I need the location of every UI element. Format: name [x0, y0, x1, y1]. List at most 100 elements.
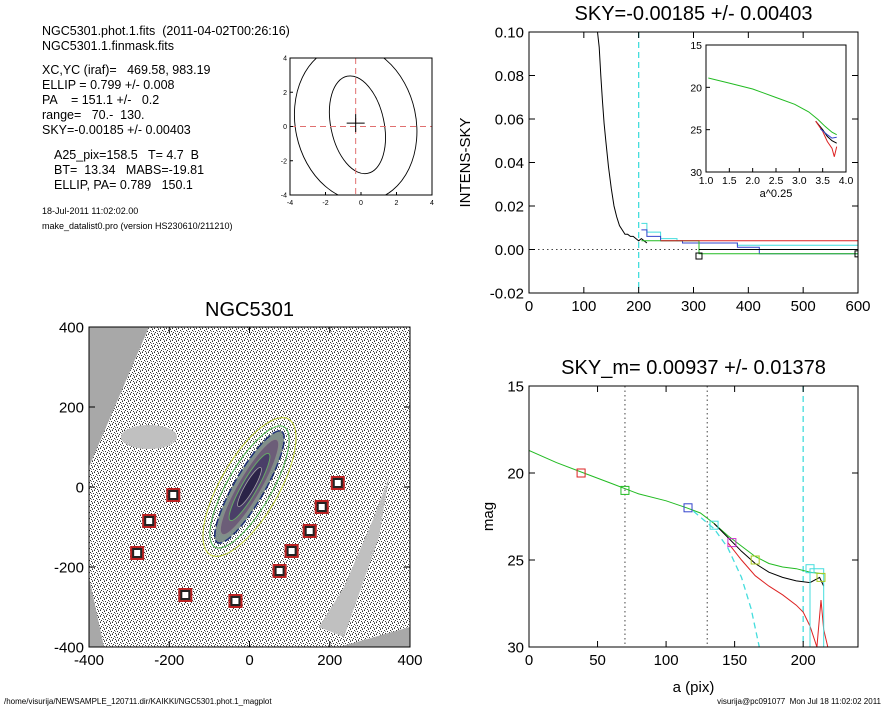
param-xcyc: XC,YC (iraf)= 469.58, 983.19: [42, 63, 211, 77]
derived-a25: A25_pix=158.5 T= 4.7 B: [54, 148, 200, 162]
param-ellip: ELLIP = 0.799 +/- 0.008: [42, 78, 175, 92]
intens-xtick-label: 500: [791, 298, 816, 315]
intens-series-black: [597, 32, 648, 244]
intens-xtick-label: 300: [681, 298, 706, 315]
sky-box-inner: [232, 598, 239, 604]
param-pa: PA = 151.1 +/- 0.2: [42, 93, 160, 107]
sky-box-inner: [134, 550, 141, 556]
image-mask-streak: [319, 477, 389, 637]
image-xtick-label: 200: [317, 652, 342, 669]
program-line: make_datalist0.pro (version HS230610/211…: [42, 221, 233, 231]
intens-ylabel: INTENS-SKY: [457, 117, 474, 207]
mag-series-cyan-dashed: [693, 510, 760, 647]
galaxy-nucleus: [237, 467, 262, 507]
image-ytick-label: 400: [59, 319, 84, 336]
footer-user: visurija@pc091077 Mon Jul 18 11:02:02 20…: [717, 697, 881, 706]
intens-ytick-label: 0.00: [495, 242, 524, 259]
intens-xtick-label: 100: [571, 298, 596, 315]
inset-xtick-label: 1.0: [699, 175, 714, 187]
derived-bt: BT= 13.34 MABS=-19.81: [54, 163, 205, 177]
mag-series-cyan: [809, 568, 825, 647]
intens-series-cyan: [641, 222, 858, 246]
inset-bg: [706, 45, 846, 172]
mag-marker: [683, 503, 693, 513]
inset-xtick-label: 1.5: [722, 175, 737, 187]
intens-xtick-label: 600: [845, 298, 870, 315]
inset-ytick-label: 25: [690, 125, 702, 137]
mag-marker: [709, 520, 719, 530]
contour-plot-area: [290, 58, 432, 195]
mag-ytick-label: 20: [507, 465, 524, 482]
sky-box-inner: [318, 504, 325, 510]
image-ytick-label: 0: [76, 479, 84, 496]
mag-frame: [528, 385, 859, 648]
inset-series-green: [708, 77, 837, 136]
mag-ytick-label: 30: [507, 639, 524, 656]
galaxy-isophote-2: [209, 425, 290, 549]
intens-xtick-label: 200: [626, 298, 651, 315]
mag-xlabel: a (pix): [673, 679, 715, 696]
intens-xtick-label: 400: [736, 298, 761, 315]
intens-ytick-label: 0.04: [495, 155, 524, 172]
mag-series-black: [713, 523, 825, 587]
contour-line: [328, 75, 386, 175]
sky-box-inner: [276, 568, 283, 574]
mag-ytick-label: 25: [507, 552, 524, 569]
image-ytick-label: 200: [59, 399, 84, 416]
sky-box-inner: [334, 480, 341, 486]
inset-xlabel: a^0.25: [760, 188, 793, 200]
param-sky: SKY=-0.00185 +/- 0.00403: [42, 123, 191, 137]
contour-ytick-label: -4: [281, 193, 287, 200]
mag-xtick-label: 50: [589, 652, 606, 669]
sky-box-inner: [146, 518, 153, 524]
image-xtick-label: -200: [154, 652, 184, 669]
inset-series-black: [815, 120, 837, 144]
intens-series-blue: [641, 229, 858, 255]
sky-box-inner: [306, 528, 313, 534]
mag-marker: [727, 538, 737, 548]
file-line-2: NGC5301.1.finmask.fits: [42, 39, 174, 53]
image-title: NGC5301: [205, 299, 294, 321]
contour-xtick-label: 4: [430, 200, 434, 207]
inset-xtick-label: 4.0: [839, 175, 854, 187]
contour-xtick-label: -4: [287, 200, 293, 207]
mag-marker: [620, 485, 630, 495]
contour-ytick-label: 4: [283, 56, 287, 63]
contour-xtick-label: 2: [395, 200, 399, 207]
intens-ytick-label: 0.06: [495, 111, 524, 128]
intens-box-marker: [854, 250, 858, 258]
contour-ytick-label: -2: [281, 158, 287, 165]
mag-title: SKY_m= 0.00937 +/- 0.01378: [561, 357, 826, 379]
intens-plot-area: [529, 32, 858, 293]
inset-ytick-label: 30: [690, 167, 702, 179]
mag-xtick-label: 100: [654, 652, 679, 669]
contour-xtick-label: -2: [322, 200, 328, 207]
inset-plot-area: [708, 77, 838, 157]
contour-xtick-label: 0: [359, 200, 363, 207]
galaxy-group: [202, 417, 297, 557]
mag-marker: [576, 468, 586, 478]
mag-marker: [816, 572, 826, 582]
sky-box-inner: [288, 548, 295, 554]
contour-line: [293, 58, 418, 195]
mag-xtick-label: 200: [791, 652, 816, 669]
mag-marker: [750, 555, 760, 565]
contour-ytick-label: 2: [283, 90, 287, 97]
image-mask-patch: [121, 425, 177, 449]
inset-xtick-label: 2.5: [769, 175, 784, 187]
image-area: [89, 327, 410, 647]
inset-series-blue: [819, 128, 837, 139]
date-line: 18-Jul-2011 11:02:02.00: [42, 206, 139, 216]
mag-xtick-label: 150: [722, 652, 747, 669]
intens-ytick-label: 0.10: [495, 24, 524, 41]
galaxy-outer-isophote: [202, 417, 297, 557]
mag-series-green: [529, 449, 824, 575]
image-xtick-label: 400: [397, 652, 422, 669]
intens-ytick-label: 0.08: [495, 68, 524, 85]
mag-ytick-label: 15: [507, 378, 524, 395]
inset-xtick-label: 3.5: [815, 175, 830, 187]
contour-ytick-label: 0: [283, 124, 287, 131]
image-xtick-label: 0: [245, 652, 253, 669]
mag-plot-area: [529, 386, 829, 647]
